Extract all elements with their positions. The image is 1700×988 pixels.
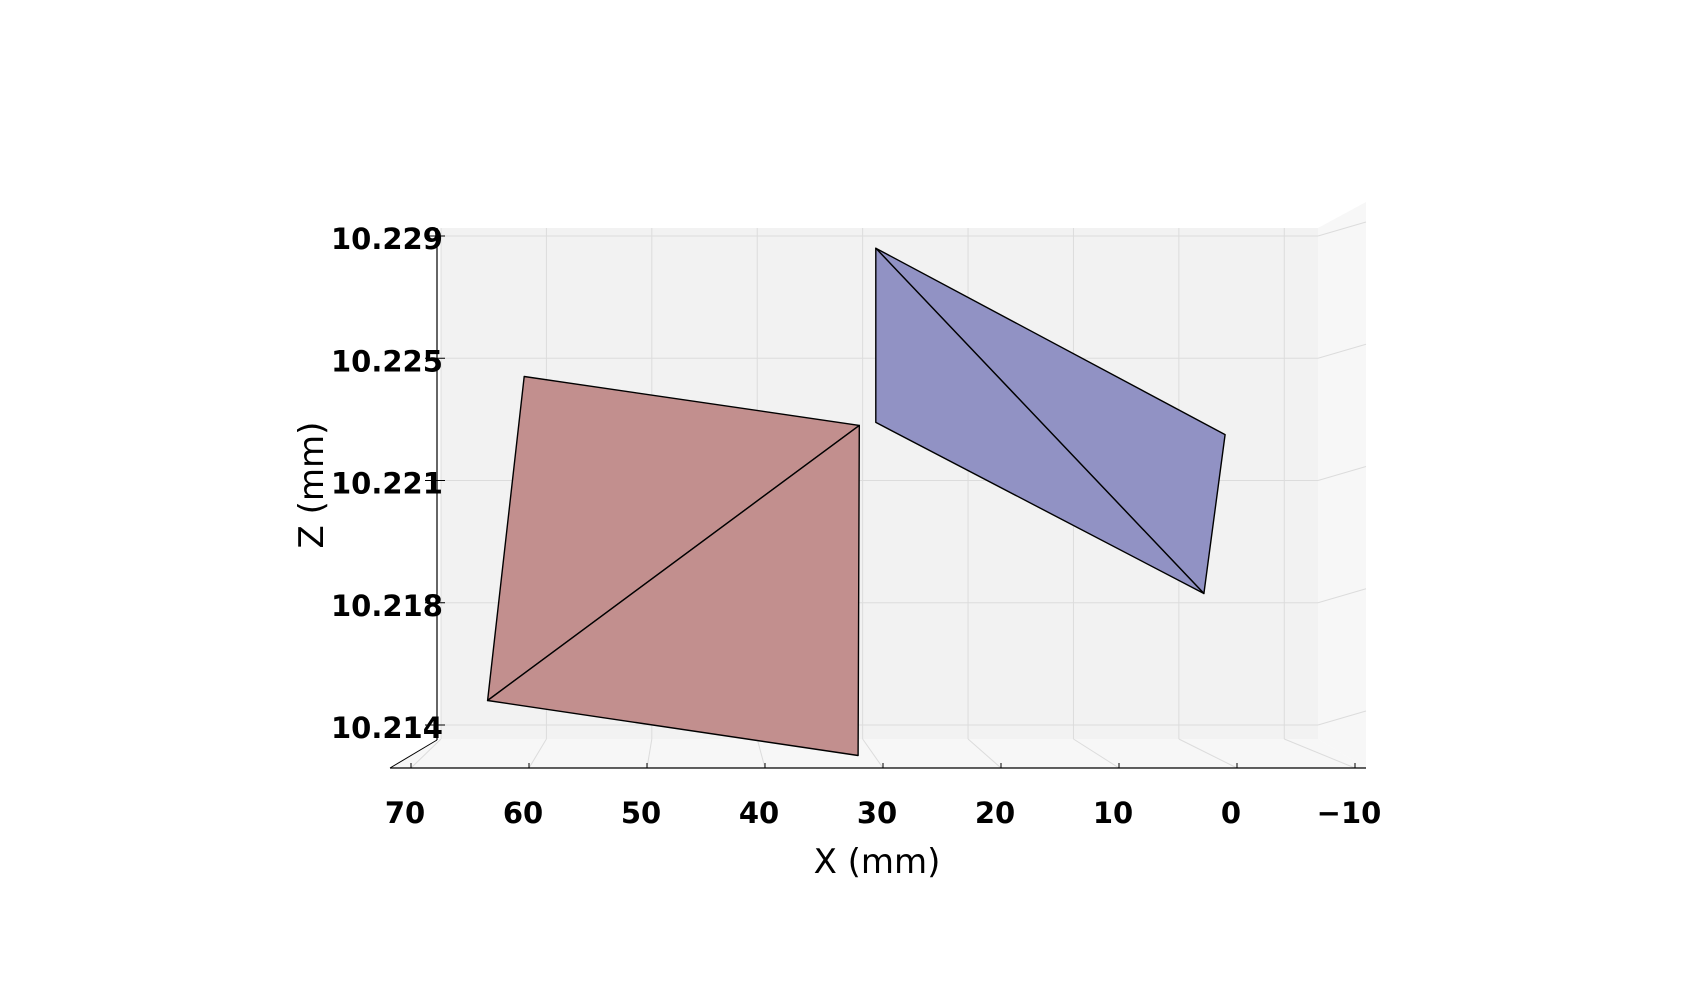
x-tick-label: 40 bbox=[739, 796, 779, 830]
x-floor-grid-line bbox=[1284, 738, 1356, 769]
x-tick-label: 60 bbox=[503, 796, 543, 830]
x-floor-grid-line bbox=[410, 738, 442, 769]
z-wall-grid-line bbox=[1317, 343, 1367, 359]
axes-lines bbox=[389, 228, 1366, 769]
side-wall bbox=[1318, 202, 1366, 768]
patch-2-triangle-2 bbox=[875, 247, 1205, 595]
x-floor-grid-line bbox=[646, 738, 653, 769]
mesh-patches bbox=[486, 247, 1226, 757]
x-floor-grid-line bbox=[1073, 738, 1120, 769]
x-floor-grid-line bbox=[756, 738, 766, 769]
x-tick-label: 20 bbox=[975, 796, 1015, 830]
x-tick-label: 30 bbox=[857, 796, 897, 830]
x-tick-label: −10 bbox=[1317, 796, 1382, 830]
z-wall-grid-line bbox=[1317, 588, 1367, 604]
x-tick-labels: 70 60 50 40 30 20 10 0 −10 bbox=[385, 796, 1382, 830]
x-tick-label: 70 bbox=[385, 796, 425, 830]
floor-surface bbox=[390, 739, 1366, 768]
floor-plane bbox=[390, 739, 1366, 768]
z-axis-title: Z (mm) bbox=[292, 422, 332, 549]
z-tick-label: 10.225 bbox=[331, 344, 443, 378]
z-tick-label: 10.221 bbox=[331, 467, 443, 501]
floor-edge-line bbox=[389, 739, 438, 769]
z-wall-grid-line bbox=[1317, 710, 1367, 726]
x-floor-grid-line bbox=[528, 738, 547, 769]
x-floor-grid-line bbox=[967, 738, 1002, 769]
x-tick-label: 0 bbox=[1221, 796, 1241, 830]
side-wall-surface bbox=[1318, 202, 1366, 768]
x-axis-title: X (mm) bbox=[814, 842, 941, 882]
z-wall-grid-line bbox=[1317, 221, 1367, 237]
z-tick-label: 10.229 bbox=[331, 222, 443, 256]
x-tick-label: 50 bbox=[621, 796, 661, 830]
z-tick-label: 10.214 bbox=[331, 711, 443, 745]
z-tick-label: 10.218 bbox=[331, 589, 443, 623]
z-wall-grid-line bbox=[1317, 466, 1367, 481]
x-floor-grid-line bbox=[1178, 738, 1238, 769]
x-tick-label: 10 bbox=[1093, 796, 1133, 830]
x-floor-grid-line bbox=[862, 738, 884, 769]
z-tick-labels: 10.229 10.225 10.221 10.218 10.214 bbox=[331, 222, 443, 745]
patch-1-triangle-2 bbox=[486, 424, 860, 757]
